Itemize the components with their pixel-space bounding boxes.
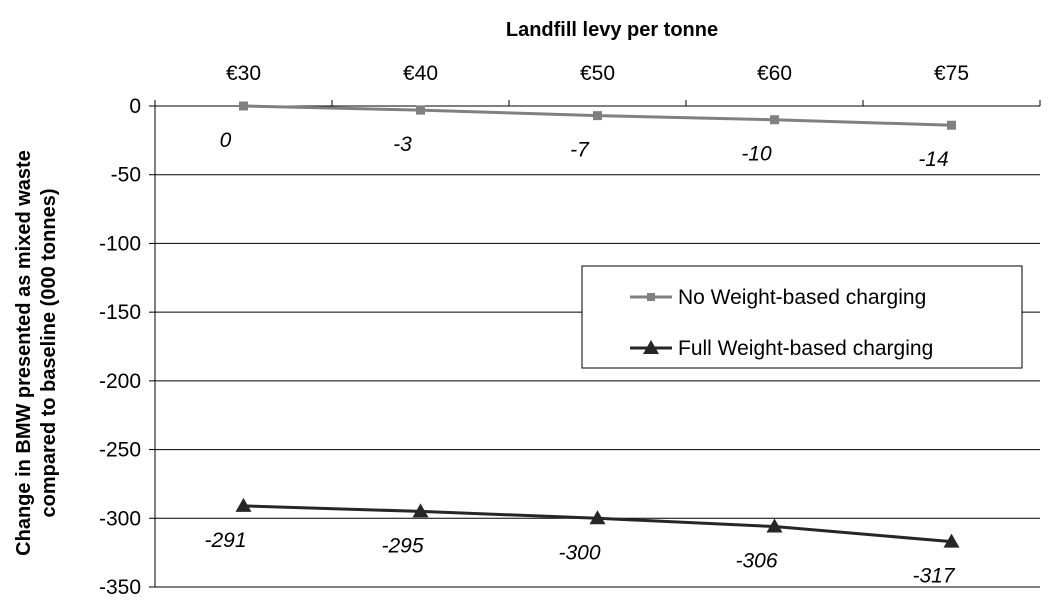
data-label: -3 (393, 133, 412, 156)
data-labels: 0 -3 -7 -10 -14 -291 -295 -300 -306 -317 (204, 129, 955, 588)
y-tick-label: -250 (99, 439, 141, 462)
data-label: -295 (381, 534, 423, 557)
legend: No Weight-based charging Full Weight-bas… (581, 265, 1023, 369)
legend-label-full-weight: Full Weight-based charging (678, 337, 933, 360)
data-point (593, 111, 602, 121)
data-point (770, 115, 779, 125)
data-label: -291 (204, 529, 246, 552)
data-point (416, 105, 425, 115)
data-label: -14 (918, 148, 948, 171)
data-label: -7 (570, 139, 590, 162)
data-label: -10 (741, 143, 772, 166)
y-axis-label: Change in BMW presented as mixed waste c… (13, 150, 60, 556)
legend-marker-full-weight (643, 340, 659, 354)
data-label: -306 (735, 550, 777, 573)
data-point (239, 101, 248, 111)
data-point (947, 120, 956, 130)
data-label: 0 (220, 129, 232, 152)
series (235, 101, 960, 548)
x-tick-label: €60 (757, 62, 792, 85)
data-label: -300 (558, 541, 600, 564)
x-tick-label: €30 (226, 62, 261, 85)
gridlines (155, 105, 1040, 588)
y-axis-label-line1: Change in BMW presented as mixed waste (13, 150, 35, 556)
data-point (766, 518, 783, 533)
chart-title: Landfill levy per tonne (506, 19, 718, 41)
data-point (589, 510, 606, 525)
y-tick-label: -50 (111, 164, 141, 187)
legend-marker-no-weight (647, 293, 655, 301)
axes: 0-50-100-150-200-250-300-350€30 €40 €50 €60… (99, 62, 1041, 599)
data-point (943, 533, 960, 548)
y-tick-label: -100 (99, 232, 141, 255)
y-tick-label: -350 (99, 576, 141, 599)
data-label: -317 (912, 565, 955, 588)
x-tick-label: €40 (403, 62, 438, 85)
x-tick-label: €75 (934, 62, 969, 85)
y-tick-label: -300 (99, 507, 141, 530)
legend-label-no-weight: No Weight-based charging (678, 286, 926, 309)
data-point (235, 497, 252, 512)
y-tick-label: -200 (99, 370, 141, 393)
data-point (412, 503, 429, 518)
y-tick-label: 0 (129, 95, 141, 118)
y-tick-label: -150 (99, 301, 141, 324)
y-axis-label-line2: compared to baseline (000 tonnes) (38, 189, 60, 518)
x-tick-label: €50 (580, 62, 615, 85)
